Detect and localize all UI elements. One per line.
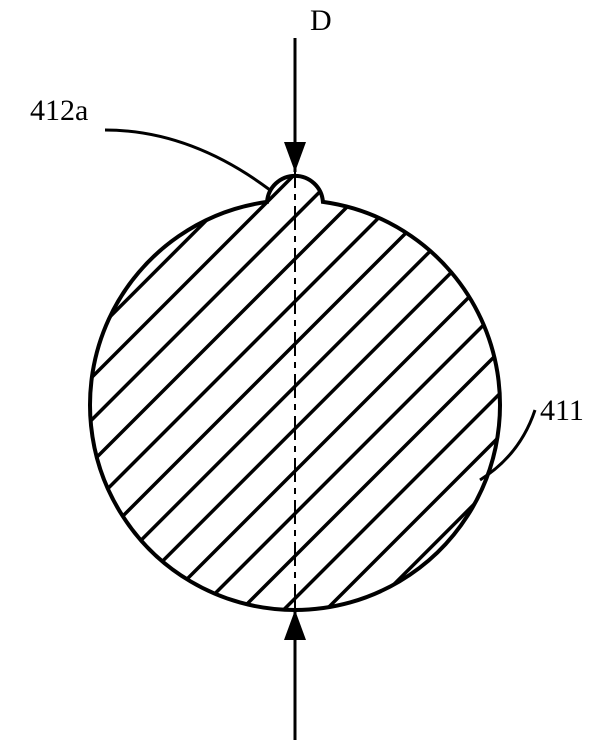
leader-412a (105, 130, 270, 190)
dimension-arrow (284, 610, 306, 740)
label-412a: 412a (30, 94, 88, 127)
label-D: D (310, 4, 332, 37)
label-411: 411 (540, 394, 584, 427)
dimension-arrow (284, 38, 306, 172)
